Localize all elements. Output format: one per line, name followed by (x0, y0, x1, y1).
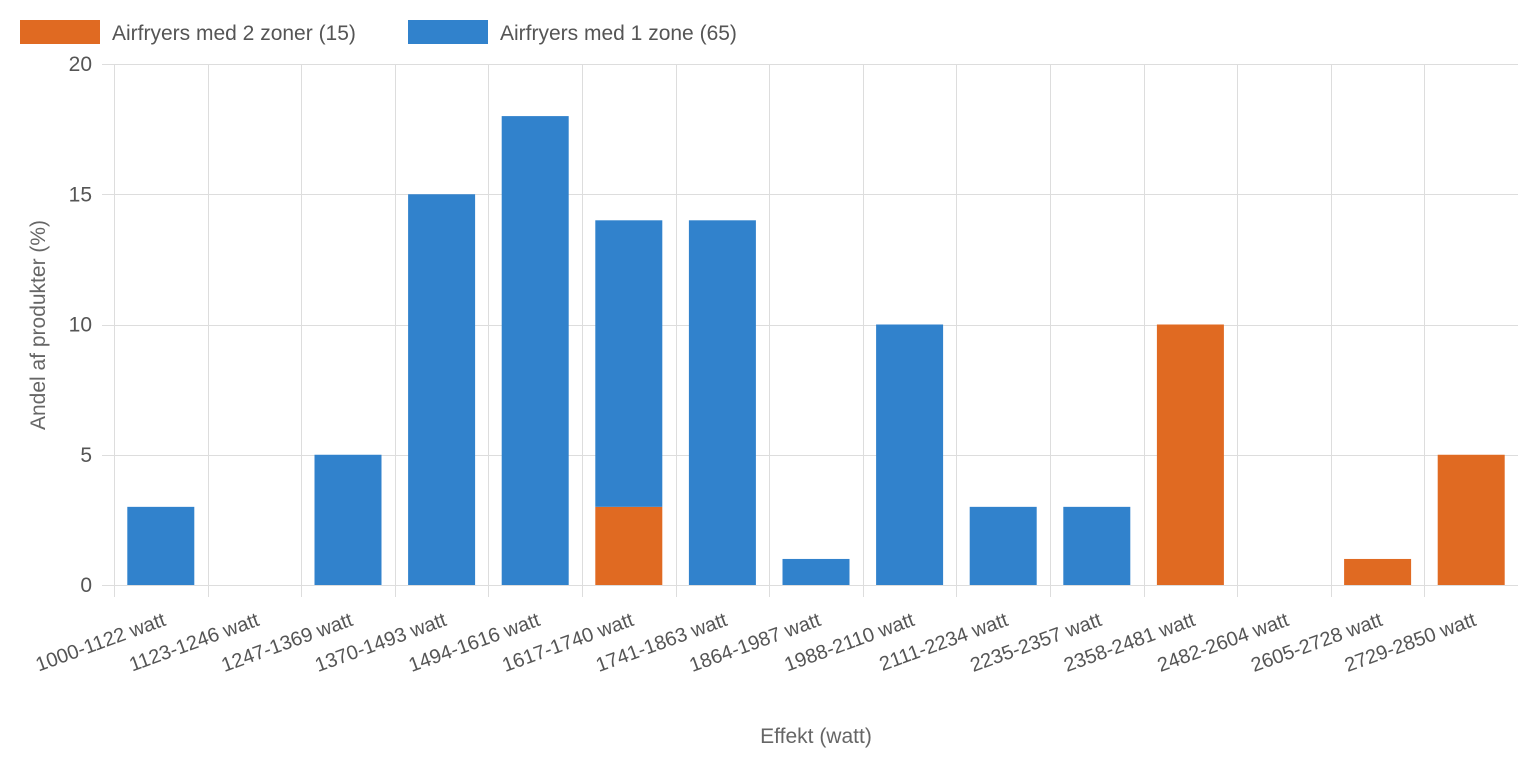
bar-series1-0[interactable] (127, 506, 195, 585)
bar-series1-2[interactable] (314, 454, 382, 585)
y-tick-label-0: 0 (80, 574, 92, 597)
bar-series0-13[interactable] (1344, 558, 1412, 585)
legend: Airfryers med 2 zoner (15) Airfryers med… (20, 20, 737, 45)
bar-series1-9[interactable] (969, 506, 1037, 585)
bar-series1-3[interactable] (408, 194, 476, 585)
bar-series0-5[interactable] (595, 506, 663, 585)
legend-item-two-zones[interactable]: Airfryers med 2 zoner (15) (20, 20, 356, 45)
y-tick-label-1: 5 (80, 444, 92, 467)
bar-series1-7[interactable] (782, 558, 850, 585)
bar-series1-5[interactable] (595, 220, 663, 507)
y-tick-label-2: 10 (69, 314, 92, 337)
legend-label-one-zone: Airfryers med 1 zone (65) (500, 22, 737, 45)
bar-series0-11[interactable] (1156, 324, 1224, 586)
legend-swatch-two-zones (20, 20, 100, 44)
legend-swatch-one-zone (408, 20, 488, 44)
bar-series1-4[interactable] (501, 116, 569, 585)
x-axis-title: Effekt (watt) (760, 725, 872, 748)
bars (127, 116, 1505, 586)
y-axis-ticks: 0 5 10 15 20 (69, 53, 92, 597)
y-tick-label-4: 20 (69, 53, 92, 76)
legend-item-one-zone[interactable]: Airfryers med 1 zone (65) (408, 20, 737, 45)
gridlines (102, 64, 1518, 597)
bar-series0-14[interactable] (1437, 454, 1505, 585)
bar-series1-10[interactable] (1063, 506, 1131, 585)
bar-series1-8[interactable] (876, 324, 944, 586)
legend-label-two-zones: Airfryers med 2 zoner (15) (112, 22, 356, 45)
bar-series1-6[interactable] (688, 220, 756, 586)
y-axis-title: Andel af produkter (%) (27, 220, 50, 430)
y-tick-label-3: 15 (69, 183, 92, 206)
